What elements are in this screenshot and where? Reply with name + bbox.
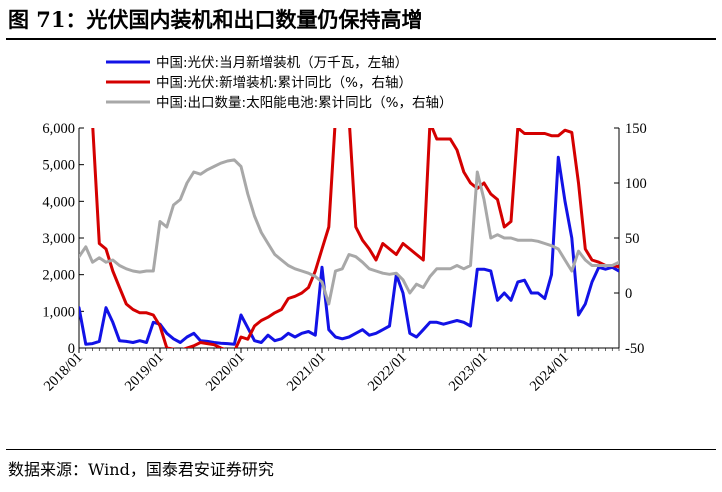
axes: 0 1,000 2,000 3,000 4,000 5,000 6,000 -50 0 50 100… <box>41 121 647 394</box>
chart: 中国:光伏:当月新增装机（万千瓦，左轴） 中国:光伏:新增装机:累计同比（%，右轴… <box>41 55 647 394</box>
right-tick-label: 150 <box>625 121 647 137</box>
right-tick-label: 0 <box>625 286 632 302</box>
x-tick-label: 2023/01 <box>446 350 491 395</box>
source-note: 数据来源：Wind，国泰君安证券研究 <box>8 460 274 479</box>
x-tick-label: 2018/01 <box>41 350 86 395</box>
left-tick-label: 4,000 <box>42 194 75 210</box>
x-tick-label: 2020/01 <box>203 350 248 395</box>
right-tick-label: 50 <box>625 231 640 247</box>
figure-title: 图 71：光伏国内装机和出口数量仍保持高增 <box>8 7 423 32</box>
left-tick-label: 2,000 <box>42 268 75 284</box>
series-lines <box>79 128 619 348</box>
legend-label-1: 中国:光伏:当月新增装机（万千瓦，左轴） <box>156 55 408 71</box>
legend-label-3: 中国:出口数量:太阳能电池:累计同比（%，右轴） <box>156 95 452 111</box>
right-tick-label: 100 <box>625 176 647 192</box>
left-tick-label: 6,000 <box>42 121 75 137</box>
left-tick-label: 3,000 <box>42 231 75 247</box>
x-tick-label: 2024/01 <box>527 350 572 395</box>
x-tick-label: 2019/01 <box>122 350 167 395</box>
left-tick-label: 0 <box>68 341 75 357</box>
source-divider <box>6 449 716 450</box>
left-tick-label: 1,000 <box>42 304 75 320</box>
right-tick-label: -50 <box>625 341 644 357</box>
x-tick-label: 2022/01 <box>365 350 410 395</box>
left-tick-label: 5,000 <box>42 158 75 174</box>
legend: 中国:光伏:当月新增装机（万千瓦，左轴） 中国:光伏:新增装机:累计同比（%，右轴… <box>106 55 452 111</box>
series-line-3 <box>79 158 619 306</box>
series-line-1 <box>79 155 619 346</box>
x-tick-label: 2021/01 <box>284 350 329 395</box>
title-divider <box>6 38 716 40</box>
legend-label-2: 中国:光伏:新增装机:累计同比（%，右轴） <box>156 75 412 91</box>
series-line-2 <box>91 128 619 348</box>
